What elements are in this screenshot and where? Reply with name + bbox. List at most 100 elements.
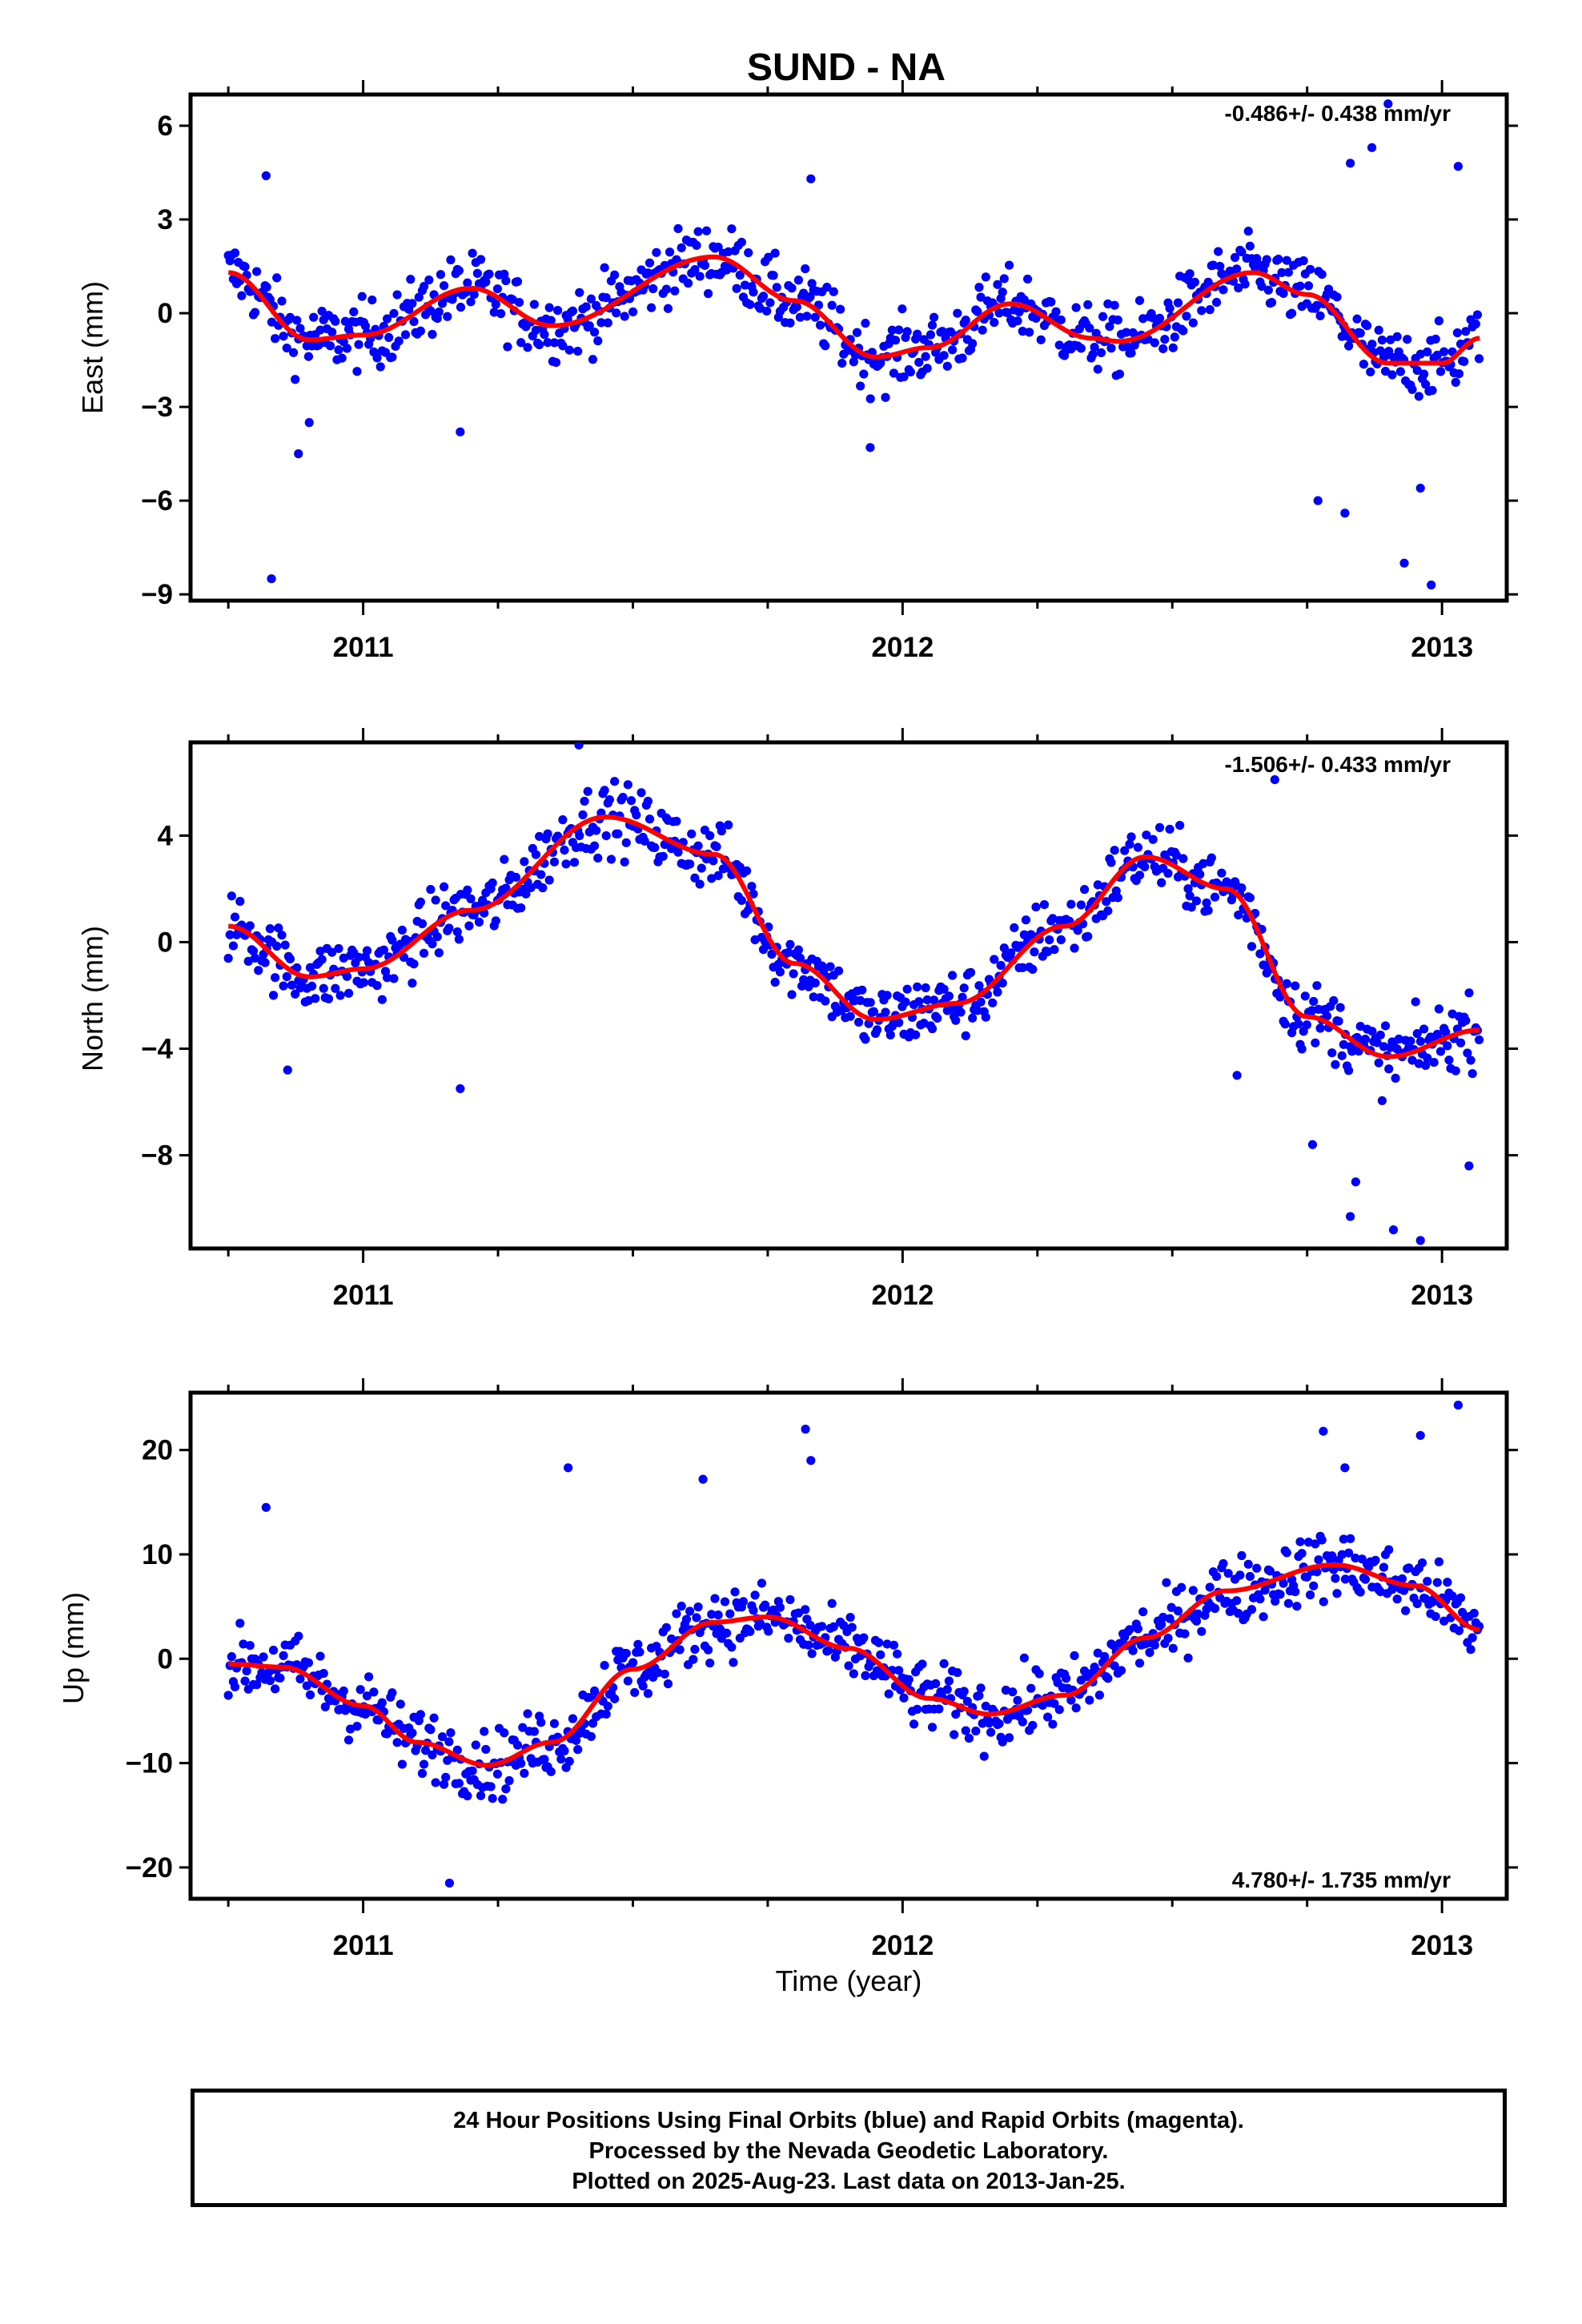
data-point <box>474 917 484 927</box>
data-point <box>807 1649 817 1659</box>
data-point <box>998 1737 1007 1747</box>
data-point <box>392 1738 402 1747</box>
data-point <box>961 1726 970 1735</box>
data-point <box>536 1718 546 1727</box>
data-point <box>729 1658 738 1667</box>
outlier-point <box>865 443 875 452</box>
data-point <box>738 1597 749 1606</box>
data-point <box>902 984 912 994</box>
data-point <box>377 995 387 1004</box>
data-point <box>1230 252 1240 263</box>
data-point <box>1352 314 1362 324</box>
data-point <box>521 889 531 899</box>
data-point <box>805 1620 815 1630</box>
data-point <box>360 321 371 331</box>
data-point <box>1185 891 1195 901</box>
data-point <box>443 312 452 321</box>
data-point <box>869 1007 878 1016</box>
data-point <box>979 1751 989 1761</box>
data-point <box>623 780 632 790</box>
data-point <box>294 1631 303 1641</box>
x-tick-label: 2013 <box>1411 1930 1473 1961</box>
data-point <box>894 325 904 335</box>
data-point <box>1401 1606 1411 1615</box>
rate-label-north: -1.506+/- 0.433 mm/yr <box>1224 752 1451 777</box>
data-point <box>889 1640 899 1650</box>
data-point <box>1125 1625 1134 1634</box>
data-point <box>727 224 737 234</box>
data-point <box>725 1609 735 1618</box>
data-point <box>252 267 262 276</box>
data-point <box>1019 930 1029 939</box>
data-point <box>1034 1669 1044 1679</box>
data-point <box>1391 1073 1400 1083</box>
data-point <box>1351 1553 1360 1563</box>
data-point <box>289 348 299 357</box>
data-point <box>429 1713 439 1723</box>
data-point <box>887 325 897 335</box>
data-point <box>1028 1720 1038 1731</box>
outlier-point <box>1232 1071 1242 1080</box>
data-point <box>1103 906 1113 915</box>
data-point <box>1279 288 1288 298</box>
data-point <box>471 1740 480 1750</box>
data-point <box>1120 846 1130 855</box>
data-point <box>1343 1548 1354 1558</box>
data-point <box>836 304 845 314</box>
data-point <box>1183 1653 1193 1663</box>
data-point <box>1417 1558 1427 1568</box>
data-point <box>707 1610 717 1619</box>
data-point <box>1168 343 1178 352</box>
data-point <box>417 919 428 929</box>
data-point <box>872 1025 882 1035</box>
data-point <box>1380 366 1391 376</box>
data-point <box>964 1733 974 1743</box>
data-point <box>1051 307 1061 316</box>
data-point <box>414 292 424 302</box>
data-point <box>315 1651 325 1661</box>
data-point <box>913 1704 922 1714</box>
data-point <box>1302 1020 1311 1030</box>
data-point <box>707 874 717 883</box>
data-point <box>801 1605 810 1614</box>
data-point <box>1406 1036 1415 1046</box>
data-point <box>795 953 805 963</box>
data-point <box>331 316 340 326</box>
data-point <box>1407 1055 1417 1065</box>
data-point <box>804 1640 813 1650</box>
y-tick-label: −4 <box>141 1034 173 1065</box>
data-point <box>767 949 777 959</box>
data-point <box>512 276 523 287</box>
data-point <box>1098 312 1108 321</box>
data-point <box>1106 858 1116 867</box>
data-point <box>1419 369 1429 379</box>
data-point <box>845 1011 855 1021</box>
data-point <box>1110 300 1119 310</box>
data-point <box>243 956 253 966</box>
data-point <box>1158 1612 1168 1622</box>
data-point <box>1412 365 1422 376</box>
data-point <box>1394 1034 1403 1044</box>
data-point <box>1208 260 1219 270</box>
data-point <box>1305 264 1315 274</box>
data-point <box>593 853 603 863</box>
data-point <box>1282 255 1291 265</box>
data-point <box>343 988 354 998</box>
data-point <box>661 284 672 294</box>
data-point <box>1474 1035 1484 1045</box>
data-point <box>558 815 568 825</box>
data-point <box>673 223 683 234</box>
data-point <box>996 960 1006 971</box>
data-point <box>1297 1549 1307 1558</box>
data-point <box>1434 1004 1443 1014</box>
x-tick-label: 2012 <box>871 632 934 663</box>
outlier-point <box>698 1474 708 1484</box>
data-point <box>1103 1674 1113 1683</box>
data-point <box>1245 1571 1255 1582</box>
data-point <box>874 1638 884 1647</box>
data-point <box>976 292 986 302</box>
data-point <box>1277 267 1287 277</box>
data-point <box>1431 334 1440 344</box>
data-point <box>1375 1030 1385 1040</box>
data-point <box>998 287 1007 297</box>
